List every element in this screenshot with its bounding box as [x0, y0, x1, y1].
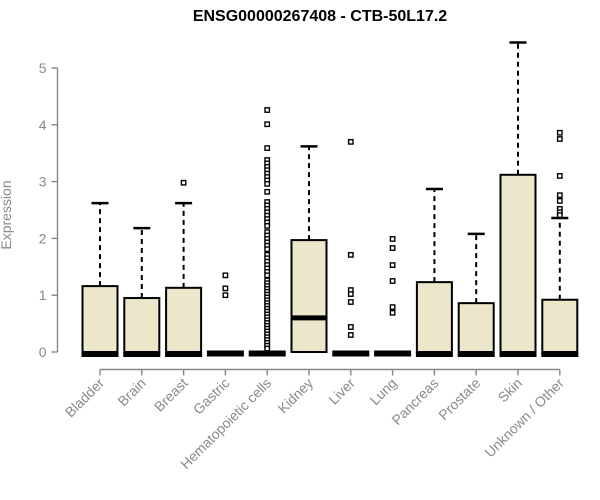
outlier-point	[556, 212, 563, 219]
boxplot-prostate	[457, 232, 495, 357]
y-tick-label: 3	[39, 174, 47, 190]
box	[165, 286, 203, 354]
box	[123, 297, 161, 354]
outlier-point	[347, 324, 354, 330]
outlier-point	[347, 299, 354, 305]
box	[81, 285, 119, 353]
boxplot-pancreas	[415, 187, 453, 357]
x-tick-label-liver: Liver	[325, 375, 358, 408]
x-tick-label-skin: Skin	[495, 375, 526, 406]
collapsed-box-bar	[206, 350, 244, 357]
box	[415, 281, 453, 353]
outlier-point	[264, 188, 271, 195]
outlier-point	[264, 121, 271, 128]
boxplot-hematopoietic-cells	[248, 107, 286, 357]
outlier-point	[264, 345, 271, 352]
outlier-point	[556, 192, 563, 199]
y-tick-label: 0	[39, 344, 47, 360]
boxplot-unknown-other	[541, 129, 579, 357]
outlier-point	[556, 173, 563, 179]
outlier-point	[556, 136, 563, 142]
boxplot-kidney	[290, 145, 328, 353]
y-tick-label: 4	[39, 117, 47, 133]
outlier-point	[347, 291, 354, 297]
boxplot-breast	[165, 179, 203, 357]
boxplot-lung	[374, 236, 412, 357]
outlier-point	[389, 278, 396, 284]
x-tick-label-lung: Lung	[366, 375, 399, 408]
outlier-point	[389, 262, 396, 268]
x-tick-label-breast: Breast	[151, 375, 191, 415]
box	[457, 302, 495, 354]
boxplot-skin	[499, 41, 537, 357]
outlier-point	[264, 272, 271, 279]
x-tick-label-unknown-other: Unknown / Other	[481, 375, 567, 461]
boxplot-brain	[123, 226, 161, 357]
collapsed-box-bar	[374, 350, 412, 357]
outlier-point	[180, 179, 187, 186]
outlier-point	[222, 285, 229, 292]
y-axis: 0 1 2 3 4 5	[39, 60, 59, 360]
outlier-point	[347, 332, 354, 338]
box	[499, 173, 537, 353]
outlier-point	[389, 236, 396, 242]
boxplot-liver	[332, 138, 370, 357]
outlier-point	[389, 245, 396, 251]
y-tick-label: 2	[39, 230, 47, 246]
boxplot-bladder	[81, 201, 119, 357]
y-tick-label: 1	[39, 287, 47, 303]
outlier-point	[264, 180, 271, 187]
boxplot-gastric	[206, 272, 244, 357]
outlier-point	[222, 272, 229, 279]
outlier-point	[264, 223, 271, 229]
outlier-point	[264, 246, 271, 253]
outlier-point	[389, 309, 396, 316]
collapsed-box-bar	[332, 350, 370, 357]
x-tick-label-brain: Brain	[114, 375, 148, 409]
outlier-point	[264, 107, 271, 113]
outlier-point	[222, 292, 229, 299]
outlier-point	[347, 251, 354, 258]
x-tick-label-kidney: Kidney	[275, 375, 317, 417]
outlier-point	[389, 304, 396, 311]
x-tick-label-prostate: Prostate	[435, 375, 483, 423]
x-tick-label-bladder: Bladder	[62, 375, 108, 421]
outlier-point	[556, 198, 563, 204]
outlier-point	[347, 138, 354, 145]
y-axis-label: Expression	[0, 180, 14, 250]
box	[290, 239, 328, 353]
chart-title: ENSG00000267408 - CTB-50L17.2	[192, 8, 448, 25]
box	[541, 298, 579, 353]
y-tick-label: 5	[39, 60, 47, 76]
outlier-point	[556, 129, 563, 136]
collapsed-box-bar	[248, 350, 286, 357]
outlier-point	[264, 145, 271, 151]
